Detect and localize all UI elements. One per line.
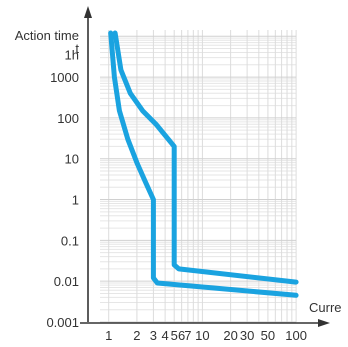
series-line-1 bbox=[112, 30, 299, 285]
y-axis-arrow-icon bbox=[84, 6, 92, 18]
series-layer bbox=[108, 30, 299, 298]
grid-major bbox=[100, 30, 297, 323]
axes bbox=[80, 6, 330, 327]
x-axis-arrow-icon bbox=[318, 319, 330, 327]
x-axis-label: Curre bbox=[309, 300, 342, 315]
x-tick-label: 100 bbox=[285, 328, 307, 342]
y-tick-label: 1h bbox=[65, 47, 79, 62]
x-tick-label: 5 bbox=[171, 328, 178, 342]
y-tick-label: 10 bbox=[65, 152, 79, 167]
x-tick-label: 4 bbox=[162, 328, 169, 342]
y-axis-label-unit: t bbox=[75, 41, 79, 56]
x-tick-label: 7 bbox=[184, 328, 191, 342]
y-axis-label: Action time bbox=[15, 28, 79, 43]
y-tick-label: 0.001 bbox=[46, 315, 79, 330]
y-tick-label: 0.01 bbox=[54, 274, 79, 289]
x-tick-label: 3 bbox=[150, 328, 157, 342]
x-tick-label: 1 bbox=[105, 328, 112, 342]
y-tick-label: 1000 bbox=[50, 70, 79, 85]
tick-labels: 1h 1000 100 10 1 0.1 0.01 0.001 1 2 3 4 5 6 7 10 20 30 50 1… bbox=[46, 47, 307, 343]
y-tick-label: 100 bbox=[57, 111, 79, 126]
x-tick-label: 20 bbox=[223, 328, 237, 342]
x-tick-label: 50 bbox=[261, 328, 275, 342]
x-tick-label: 2 bbox=[133, 328, 140, 342]
y-tick-label: 1 bbox=[72, 193, 79, 208]
series-line-0 bbox=[108, 30, 299, 298]
x-tick-label: 10 bbox=[195, 328, 209, 342]
x-tick-label: 30 bbox=[240, 328, 254, 342]
x-tick-label: 6 bbox=[178, 328, 185, 342]
y-tick-label: 0.1 bbox=[61, 233, 79, 248]
